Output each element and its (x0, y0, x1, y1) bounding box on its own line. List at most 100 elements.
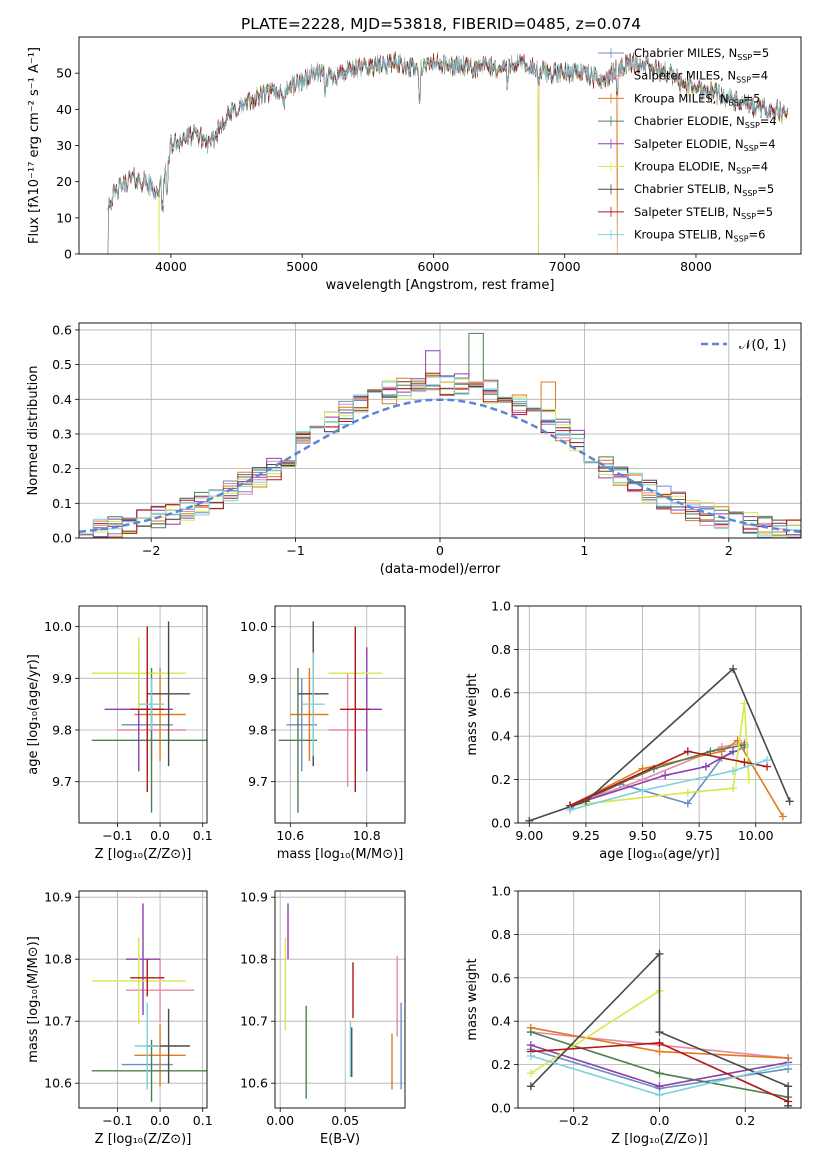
weight-marker-salpeter_stelib (784, 1097, 793, 1106)
weight-marker-kroupa_stelib (784, 1060, 793, 1069)
y-tick-label: 0.0 (491, 1101, 511, 1116)
x-tick-label: 0 (436, 543, 444, 558)
weight-marker-salpeter_elodie (655, 1082, 664, 1091)
axes-frame (78, 890, 208, 1109)
y-tick-label: 0.0 (491, 816, 511, 831)
x-tick-label: 4000 (155, 259, 187, 274)
y-tick-label: 10 (56, 210, 72, 225)
weight-marker-chabrier_stelib (655, 1028, 664, 1037)
weight-marker-kroupa_stelib (566, 805, 575, 814)
x-tick-label: 0.2 (735, 1113, 755, 1128)
y-axis-label: Flux [fλ10⁻¹⁷ erg cm⁻² s⁻¹ A⁻¹] (27, 47, 42, 244)
y-tick-label: 9.9 (52, 671, 72, 686)
x-tick-label: 0.1 (193, 1113, 213, 1128)
weight-marker-kroupa_elodie (740, 699, 749, 708)
x-tick-label: 0.0 (650, 1113, 670, 1128)
y-tick-label: 0.4 (491, 1014, 511, 1029)
axes-age_vs_Z: −0.1 0.0 0.1 9.7 9.8 9.9 10.0 Z [log₁₀(Z/Z⊙)] ag… (26, 605, 213, 862)
weight-marker-salpeter_elodie (729, 747, 738, 756)
weight-marker-kroupa_stelib (526, 1051, 535, 1060)
axes-mass_vs_Z: −0.1 0.0 0.1 10.6 10.7 10.8 10.9 Z [log₁₀(Z/Z⊙)… (26, 890, 213, 1147)
plot-age_vs_Z (79, 606, 207, 823)
axes-age_vs_mass: 10.6 10.8 9.7 9.8 9.9 10.0 mass [log₁₀(M/M⊙)] (240, 605, 406, 862)
weight-marker-kroupa_stelib (638, 786, 647, 795)
legend-entry: Kroupa ELODIE, NSSP=4 (634, 160, 768, 176)
axes-frame (517, 890, 802, 1109)
plot-mass_vs_ebv (275, 891, 405, 1108)
x-tick-label: 9.00 (515, 828, 543, 843)
figure-title: PLATE=2228, MJD=53818, FIBERID=0485, z=0… (241, 15, 641, 33)
weight-line-salpeter_miles (569, 741, 745, 807)
y-tick-label: 0.2 (52, 461, 72, 476)
legend-entry: Chabrier ELODIE, NSSP=4 (634, 114, 777, 130)
weight-marker-kroupa_miles (655, 1047, 664, 1056)
y-tick-label: 0.3 (52, 426, 72, 441)
weight-marker-kroupa_miles (778, 812, 787, 821)
weight-marker-kroupa_stelib (763, 756, 772, 765)
x-tick-label: 10.00 (738, 828, 774, 843)
legend: Chabrier MILES, NSSP=5 Salpeter MILES, NS… (598, 46, 777, 244)
y-tick-label: 10.6 (44, 1076, 72, 1091)
axes-frame (274, 890, 406, 1109)
spectrum-series-kroupa_stelib (107, 54, 789, 212)
y-axis-label: Normed distribution (26, 366, 41, 496)
weight-line-chabrier_stelib (529, 667, 791, 822)
weight-marker-salpeter_stelib (655, 1038, 664, 1047)
x-axis-label: E(B-V) (320, 1132, 360, 1147)
legend-entry: Kroupa STELIB, NSSP=6 (634, 228, 765, 244)
weight-marker-chabrier_miles (683, 799, 692, 808)
x-axis-label: Z [log₁₀(Z/Z⊙)] (95, 847, 192, 862)
x-axis-label: Z [log₁₀(Z/Z⊙)] (95, 1132, 192, 1147)
x-tick-label: 10.6 (276, 828, 304, 843)
x-tick-label: 8000 (680, 259, 712, 274)
y-tick-label: 30 (56, 138, 72, 153)
legend-entry: Kroupa MILES, NSSP=5 (634, 91, 760, 107)
y-tick-label: 1.0 (491, 599, 511, 614)
x-tick-label: 0.1 (193, 828, 213, 843)
weight-marker-salpeter_stelib (740, 758, 749, 767)
weight-marker-salpeter_stelib (683, 747, 692, 756)
plot-age_vs_mass (275, 606, 405, 823)
x-axis-label: wavelength [Angstrom, rest frame] (326, 278, 555, 293)
weight-marker-salpeter_elodie (661, 771, 670, 780)
axes-frame (274, 605, 406, 824)
x-tick-label: −0.2 (559, 1113, 589, 1128)
plot-weight_vs_Z (518, 891, 801, 1108)
weight-marker-chabrier_stelib (525, 816, 534, 823)
y-tick-label: 0 (64, 247, 72, 262)
y-tick-label: 10.9 (240, 890, 268, 905)
axes-residuals: −2 −1 0 1 2 0.0 0.1 0.2 0.3 0.4 0.5 0.6 (data-model)… (26, 322, 802, 577)
weight-marker-salpeter_elodie (701, 762, 710, 771)
axes-frame (78, 36, 802, 255)
plot-mass_vs_Z (79, 891, 207, 1108)
x-tick-label: 7000 (549, 259, 581, 274)
y-tick-label: 0.6 (491, 685, 511, 700)
y-tick-label: 9.7 (248, 774, 268, 789)
y-tick-label: 10.8 (240, 952, 268, 967)
histogram-series-salpeter_elodie (79, 350, 801, 538)
weight-marker-chabrier_elodie (706, 747, 715, 756)
y-tick-label: 0.6 (491, 970, 511, 985)
weight-marker-chabrier_stelib (785, 797, 794, 806)
y-axis-label: mass weight (465, 958, 480, 1040)
x-axis-label: (data-model)/error (380, 562, 501, 577)
weight-line-kroupa_elodie (530, 990, 660, 1074)
y-tick-label: 10.6 (240, 1076, 268, 1091)
plot-area (275, 891, 405, 1108)
x-tick-label: 1 (580, 543, 588, 558)
x-tick-label: −2 (142, 543, 160, 558)
y-axis-label: mass [log₁₀(M/M⊙)] (26, 936, 41, 1063)
plot-spectrum (107, 51, 789, 254)
y-tick-label: 10.0 (240, 619, 268, 634)
weight-marker-chabrier_stelib (655, 949, 664, 958)
x-tick-label: −0.1 (102, 828, 132, 843)
x-tick-label: 5000 (286, 259, 318, 274)
y-tick-label: 0.6 (52, 322, 72, 337)
plot-area (518, 606, 801, 823)
legend-entry: Chabrier MILES, NSSP=5 (634, 46, 769, 62)
x-axis-label: mass [log₁₀(M/M⊙)] (277, 847, 404, 862)
y-tick-label: 9.8 (248, 723, 268, 738)
x-tick-label: 0.0 (150, 1113, 170, 1128)
y-tick-label: 10.7 (240, 1014, 268, 1029)
weight-marker-kroupa_elodie (526, 1069, 535, 1078)
